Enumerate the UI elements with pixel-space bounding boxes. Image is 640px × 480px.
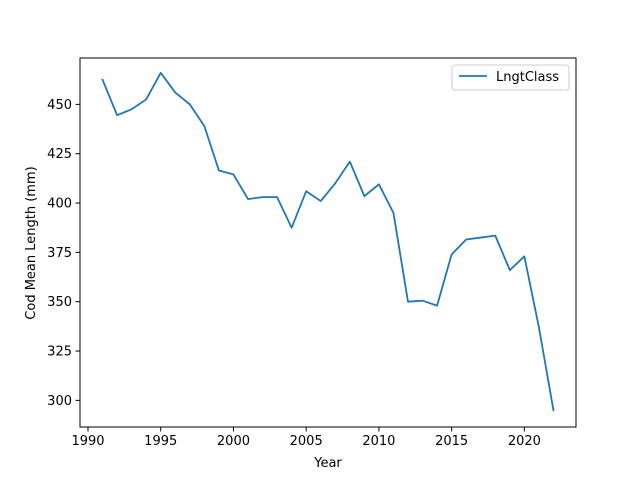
data-point xyxy=(407,301,409,303)
data-point xyxy=(494,234,496,236)
data-point xyxy=(116,114,118,116)
y-tick-label: 450 xyxy=(47,98,72,113)
data-point xyxy=(290,227,292,229)
data-point xyxy=(203,125,205,127)
data-point xyxy=(436,304,438,306)
data-point xyxy=(247,198,249,200)
legend: LngtClass xyxy=(451,64,570,91)
y-tick-label: 400 xyxy=(47,197,72,212)
data-point xyxy=(480,236,482,238)
data-point xyxy=(130,108,132,110)
y-tick-label: 350 xyxy=(47,295,72,310)
legend-box xyxy=(451,64,570,91)
data-point xyxy=(189,103,191,105)
x-tick-label: 2015 xyxy=(435,434,468,449)
data-point xyxy=(320,200,322,202)
data-point xyxy=(218,169,220,171)
data-point xyxy=(305,190,307,192)
x-tick-label: 2000 xyxy=(217,434,250,449)
data-point xyxy=(465,238,467,240)
data-point xyxy=(101,79,103,81)
legend-label: LngtClass xyxy=(496,70,559,85)
data-point xyxy=(509,269,511,271)
y-tick-label: 375 xyxy=(47,246,72,261)
data-point xyxy=(378,183,380,185)
x-axis-label: Year xyxy=(313,456,342,471)
series-line-0 xyxy=(101,71,555,412)
x-tick-label: 2005 xyxy=(290,434,323,449)
y-axis-label: Cod Mean Length (mm) xyxy=(24,166,39,319)
y-tick-label: 425 xyxy=(47,147,72,162)
data-point xyxy=(261,196,263,198)
data-point xyxy=(232,173,234,175)
x-tick-label: 1990 xyxy=(71,434,104,449)
data-point xyxy=(538,326,540,328)
data-point xyxy=(450,253,452,255)
data-point xyxy=(276,196,278,198)
data-point xyxy=(421,300,423,302)
data-point xyxy=(523,255,525,257)
data-point xyxy=(363,195,365,197)
y-tick-label: 325 xyxy=(47,345,72,360)
x-tick-label: 1995 xyxy=(144,434,177,449)
data-point xyxy=(392,212,394,214)
axes-frame xyxy=(79,57,577,428)
data-point xyxy=(552,409,554,411)
data-point xyxy=(334,182,336,184)
data-point xyxy=(145,98,147,100)
plot-area xyxy=(101,71,555,412)
x-tick-label: 2020 xyxy=(508,434,541,449)
axes: 1990 1995 2000 2005 2010 2015 2020 300 325 350 375… xyxy=(47,57,577,449)
data-point xyxy=(160,72,162,74)
data-point xyxy=(349,160,351,162)
x-tick-label: 2010 xyxy=(362,434,395,449)
data-point xyxy=(174,91,176,93)
y-tick-label: 300 xyxy=(47,394,72,409)
